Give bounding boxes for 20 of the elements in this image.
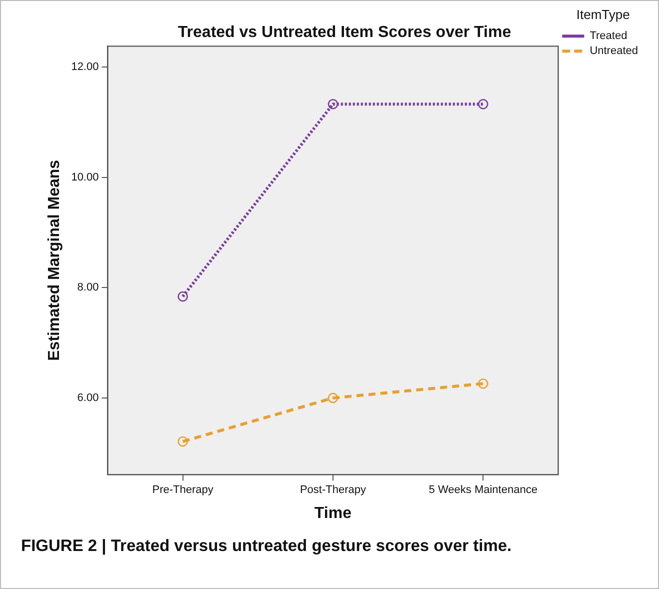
x-tick-label: Pre-Therapy bbox=[152, 484, 214, 496]
y-tick-label: 8.00 bbox=[77, 282, 99, 294]
y-tick-label: 12.00 bbox=[71, 61, 99, 74]
legend-label: Treated bbox=[590, 30, 628, 42]
y-tick-label: 10.00 bbox=[71, 171, 99, 184]
point bbox=[478, 378, 488, 389]
point bbox=[178, 436, 188, 447]
x-tick-label: Post-Therapy bbox=[300, 484, 366, 496]
point bbox=[328, 98, 338, 110]
point bbox=[328, 392, 338, 404]
y-axis-title: Estimated Marginal Means bbox=[46, 160, 64, 361]
x-axis-title: Time bbox=[314, 504, 352, 522]
point bbox=[478, 98, 488, 110]
y-tick-label: 6.00 bbox=[77, 392, 99, 404]
x-tick-label: 5 Weeks Maintenance bbox=[428, 484, 538, 496]
legend-title: ItemType bbox=[576, 7, 630, 22]
caption: FIGURE 2 | Treated versus untreated gesture scores over time. bbox=[21, 537, 512, 556]
chart-title: Treated vs Untreated Item Scores over Time bbox=[178, 24, 512, 42]
legend-label: Untreated bbox=[590, 45, 638, 58]
point bbox=[178, 291, 188, 302]
